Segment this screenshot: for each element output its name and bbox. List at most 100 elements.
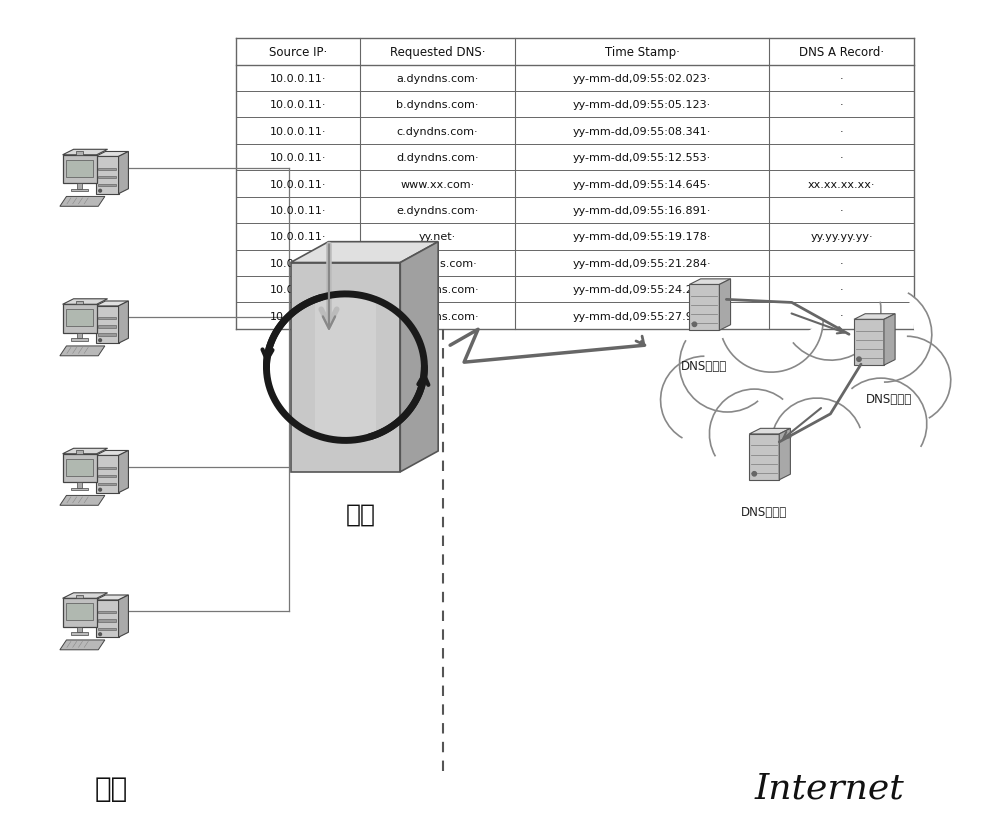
Bar — [76, 302, 83, 305]
Polygon shape — [96, 595, 128, 600]
Bar — [71, 633, 88, 635]
Polygon shape — [60, 640, 105, 650]
Polygon shape — [96, 152, 128, 157]
Bar — [98, 184, 116, 187]
Text: xx.xx.xx.xx·: xx.xx.xx.xx· — [808, 179, 875, 189]
Text: ·: · — [840, 153, 843, 163]
Polygon shape — [63, 305, 97, 333]
Bar — [98, 318, 116, 320]
Text: yy-mm-dd,09:55:16.891·: yy-mm-dd,09:55:16.891· — [573, 206, 711, 216]
Text: yy-mm-dd,09:55:02.023·: yy-mm-dd,09:55:02.023· — [573, 74, 711, 84]
Bar — [66, 310, 93, 327]
Circle shape — [99, 339, 102, 342]
Polygon shape — [779, 429, 790, 480]
Bar — [98, 169, 116, 170]
Bar — [98, 628, 116, 630]
Bar — [98, 326, 116, 328]
Text: 网关: 网关 — [346, 502, 376, 526]
Polygon shape — [96, 451, 128, 456]
Text: 10.0.0.11·: 10.0.0.11· — [270, 100, 326, 110]
Circle shape — [692, 323, 697, 327]
Polygon shape — [689, 285, 719, 331]
Polygon shape — [119, 152, 128, 194]
Circle shape — [99, 633, 102, 636]
Bar — [315, 294, 376, 441]
Text: 10.0.0.11·: 10.0.0.11· — [270, 232, 326, 242]
Bar — [71, 189, 88, 192]
Bar — [66, 160, 93, 178]
Polygon shape — [63, 454, 97, 483]
Text: Requested DNS·: Requested DNS· — [390, 46, 485, 59]
Bar — [71, 339, 88, 342]
Polygon shape — [854, 314, 895, 320]
Circle shape — [857, 357, 861, 362]
Polygon shape — [96, 600, 119, 638]
Text: c.dyndns.com·: c.dyndns.com· — [397, 127, 478, 136]
Text: ·: · — [840, 100, 843, 110]
Text: b.dyndns.com·: b.dyndns.com· — [396, 100, 479, 110]
Text: Time Stamp·: Time Stamp· — [605, 46, 680, 59]
Text: 10.0.0.11·: 10.0.0.11· — [270, 127, 326, 136]
Bar — [98, 177, 116, 179]
Text: 内网: 内网 — [94, 774, 128, 801]
Text: 10.0.0.11·: 10.0.0.11· — [270, 206, 326, 216]
Polygon shape — [749, 429, 790, 434]
Text: Source IP·: Source IP· — [269, 46, 327, 59]
Polygon shape — [63, 599, 97, 627]
Polygon shape — [63, 155, 97, 184]
Polygon shape — [63, 151, 108, 155]
Text: 10.0.0.11·: 10.0.0.11· — [270, 74, 326, 84]
Bar — [77, 483, 82, 488]
Bar — [66, 459, 93, 476]
Text: g.dyndns.com·: g.dyndns.com· — [396, 284, 479, 294]
Text: ·: · — [840, 311, 843, 321]
Text: e.dyndns.com·: e.dyndns.com· — [396, 206, 479, 216]
Bar — [98, 484, 116, 485]
Polygon shape — [63, 299, 108, 305]
Bar — [71, 488, 88, 491]
Bar — [76, 451, 83, 454]
Circle shape — [99, 489, 102, 491]
Polygon shape — [749, 434, 779, 480]
Polygon shape — [884, 314, 895, 366]
Polygon shape — [96, 456, 119, 493]
Text: DNS A Record·: DNS A Record· — [799, 46, 884, 59]
Bar — [98, 611, 116, 614]
Polygon shape — [60, 197, 105, 207]
Bar — [76, 152, 83, 155]
Text: yy-mm-dd,09:55:14.645·: yy-mm-dd,09:55:14.645· — [573, 179, 711, 189]
Text: 10.0.0.11·: 10.0.0.11· — [270, 311, 326, 321]
Polygon shape — [96, 302, 128, 307]
Text: f.dyndns.com·: f.dyndns.com· — [398, 259, 477, 269]
Text: yy-mm-dd,09:55:08.341·: yy-mm-dd,09:55:08.341· — [573, 127, 711, 136]
Text: yy-mm-dd,09:55:19.178·: yy-mm-dd,09:55:19.178· — [573, 232, 711, 242]
Text: yy-mm-dd,09:55:27.974·: yy-mm-dd,09:55:27.974· — [573, 311, 711, 321]
Text: yy.yy.yy.yy·: yy.yy.yy.yy· — [810, 232, 873, 242]
Polygon shape — [119, 451, 128, 493]
Text: www.xx.com·: www.xx.com· — [401, 179, 475, 189]
Text: ·: · — [840, 284, 843, 294]
Text: yy-mm-dd,09:55:12.553·: yy-mm-dd,09:55:12.553· — [573, 153, 711, 163]
Polygon shape — [96, 157, 119, 194]
Polygon shape — [689, 280, 731, 285]
Bar — [77, 627, 82, 633]
Text: Internet: Internet — [754, 771, 904, 805]
Polygon shape — [400, 242, 438, 472]
Text: yy-mm-dd,09:55:24.297·: yy-mm-dd,09:55:24.297· — [573, 284, 711, 294]
Polygon shape — [63, 593, 108, 599]
Polygon shape — [291, 242, 438, 263]
Bar — [98, 476, 116, 477]
Text: h.dyndns.com·: h.dyndns.com· — [396, 311, 479, 321]
Text: yy-mm-dd,09:55:05.123·: yy-mm-dd,09:55:05.123· — [573, 100, 711, 110]
Polygon shape — [63, 449, 108, 454]
Text: 10.0.0.11·: 10.0.0.11· — [270, 153, 326, 163]
Text: yy.net·: yy.net· — [419, 232, 456, 242]
Polygon shape — [119, 302, 128, 344]
Bar — [66, 604, 93, 620]
Text: 10.0.0.11·: 10.0.0.11· — [270, 284, 326, 294]
Text: DNS服务器: DNS服务器 — [681, 360, 728, 373]
Text: 10.0.0.11·: 10.0.0.11· — [270, 259, 326, 269]
Bar — [77, 333, 82, 339]
Polygon shape — [291, 263, 400, 472]
Polygon shape — [96, 307, 119, 344]
